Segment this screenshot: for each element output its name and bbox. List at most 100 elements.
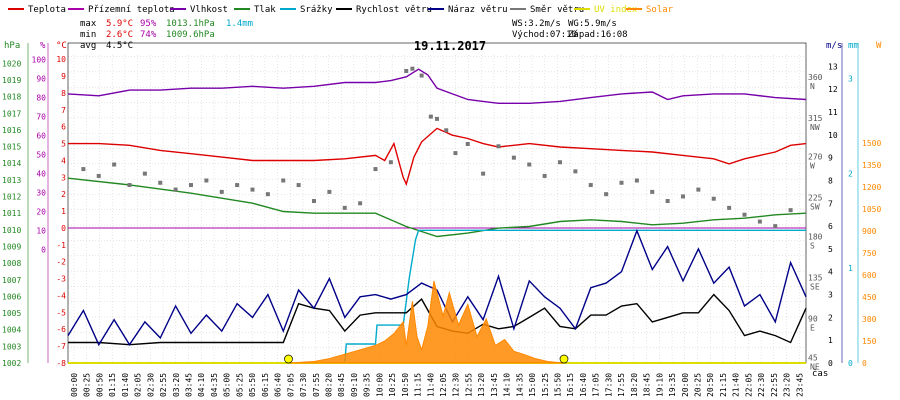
wind-direction-point — [665, 199, 670, 204]
tick-label-dir-name: E — [810, 324, 815, 333]
tick-label-wind: 12 — [828, 85, 838, 94]
x-tick-label: 19:35 — [668, 373, 677, 397]
tick-label-dir-name: N — [810, 82, 815, 91]
stat-max-rain: 1.4mm — [226, 19, 253, 29]
x-tick-label: 15:50 — [554, 373, 563, 397]
tick-label-hum: 70 — [36, 113, 46, 122]
tick-label-wind: 1 — [828, 336, 833, 345]
sunset-marker — [559, 354, 569, 364]
tick-label-rain: 2 — [848, 169, 853, 178]
tick-label-press: 1004 — [2, 326, 21, 335]
x-tick-label: 02:30 — [146, 373, 155, 397]
wind-direction-point — [189, 183, 193, 188]
x-tick-label: 10:25 — [388, 373, 397, 397]
tick-label-solar: 1350 — [862, 161, 881, 170]
tick-label-dir-name: NE — [810, 362, 820, 371]
wind-direction-point — [96, 173, 101, 178]
tick-label-dir-deg: 270 — [808, 153, 823, 162]
stat-min-hum: 74% — [140, 30, 157, 40]
x-tick-label: 20:25 — [693, 373, 702, 397]
series-line — [67, 228, 807, 347]
legend-label: Přízemní teplota — [88, 5, 175, 15]
tick-label-hum: 50 — [36, 151, 46, 160]
tick-label-dir-deg: 135 — [808, 274, 823, 283]
wind-direction-point — [235, 183, 240, 188]
tick-label-wind: 9 — [828, 154, 833, 163]
wind-direction-point — [410, 66, 415, 71]
x-tick-label: 10:50 — [401, 373, 410, 397]
stat-min-label: min — [80, 30, 96, 40]
x-tick-label: 21:15 — [719, 373, 728, 397]
wind-direction-point — [788, 208, 793, 213]
tick-label-solar: 750 — [862, 249, 877, 258]
tick-label-temp: 6 — [61, 123, 66, 132]
wind-direction-point — [142, 171, 147, 176]
wind-direction-point — [281, 178, 286, 183]
wind-direction-point — [250, 187, 255, 192]
wind-direction-point — [727, 205, 732, 210]
axis-unit-solar: W — [876, 41, 882, 51]
wind-direction-point — [435, 116, 439, 121]
tick-label-wind: 13 — [828, 62, 838, 71]
x-tick-label: 04:35 — [210, 373, 219, 397]
x-tick-label: 07:30 — [299, 373, 308, 397]
x-tick-label: 23:20 — [783, 373, 792, 397]
legend-label: Náraz větru — [448, 5, 508, 15]
tick-label-temp: 4 — [61, 156, 66, 165]
tick-label-temp: 7 — [61, 106, 66, 115]
stat-max-hum: 95% — [140, 19, 157, 29]
stat-avg-label: avg — [80, 41, 96, 51]
solar-area — [289, 280, 564, 364]
tick-label-press: 1010 — [2, 226, 21, 235]
x-tick-label: 14:10 — [503, 373, 512, 397]
tick-label-solar: 0 — [862, 359, 867, 368]
tick-label-wind: 3 — [828, 291, 833, 300]
sunset-info: Západ:16:08 — [568, 30, 628, 40]
tick-label-press: 1008 — [2, 259, 21, 268]
tick-label-temp: -6 — [56, 325, 66, 334]
tick-label-press: 1016 — [2, 126, 21, 135]
tick-label-press: 1007 — [2, 276, 21, 285]
axis-unit-press: hPa — [4, 41, 20, 51]
wind-direction-point — [773, 224, 778, 229]
wind-direction-point — [711, 196, 716, 201]
x-tick-label: 12:05 — [439, 373, 448, 397]
x-tick-label: 13:45 — [490, 373, 499, 397]
x-tick-label: 18:45 — [643, 373, 652, 397]
wind-direction-point — [444, 128, 449, 133]
x-tick-label: 09:10 — [350, 373, 359, 397]
tick-label-dir-name: S — [810, 242, 815, 251]
x-tick-label: 14:35 — [515, 373, 524, 397]
tick-label-solar: 450 — [862, 293, 877, 302]
wind-direction-point — [428, 114, 433, 119]
x-tick-label: 08:45 — [337, 373, 346, 397]
legend-label: Směr větru — [530, 5, 584, 15]
axis-unit-rain: mm — [848, 41, 859, 51]
wind-direction-point — [650, 189, 655, 194]
tick-label-dir-deg: 45 — [808, 353, 818, 362]
tick-label-dir-deg: 180 — [808, 233, 823, 242]
tick-label-rain: 0 — [848, 359, 853, 368]
x-tick-label: 02:05 — [134, 373, 143, 397]
wind-direction-point — [453, 151, 458, 156]
tick-label-press: 1002 — [2, 359, 21, 368]
tick-label-temp: -3 — [56, 275, 66, 284]
x-tick-label: 16:40 — [579, 373, 588, 397]
tick-label-hum: 100 — [32, 56, 47, 65]
tick-label-press: 1015 — [2, 143, 21, 152]
legend-label: Teplota — [28, 5, 66, 15]
tick-label-temp: -7 — [56, 342, 66, 351]
tick-label-rain: 3 — [848, 75, 853, 84]
tick-label-wind: 0 — [828, 359, 833, 368]
tick-label-press: 1017 — [2, 109, 21, 118]
x-tick-label: 22:55 — [770, 373, 779, 397]
tick-label-press: 1005 — [2, 309, 21, 318]
x-tick-label: 12:30 — [452, 373, 461, 397]
x-tick-label: 06:40 — [274, 373, 283, 397]
tick-label-dir-deg: 360 — [808, 73, 823, 82]
axis-unit-hum: % — [40, 41, 46, 51]
stat-avg-temp: 4.5°C — [106, 41, 133, 51]
tick-label-temp: -1 — [56, 241, 66, 250]
x-tick-label: 05:50 — [248, 373, 257, 397]
wind-direction-point — [312, 199, 316, 204]
